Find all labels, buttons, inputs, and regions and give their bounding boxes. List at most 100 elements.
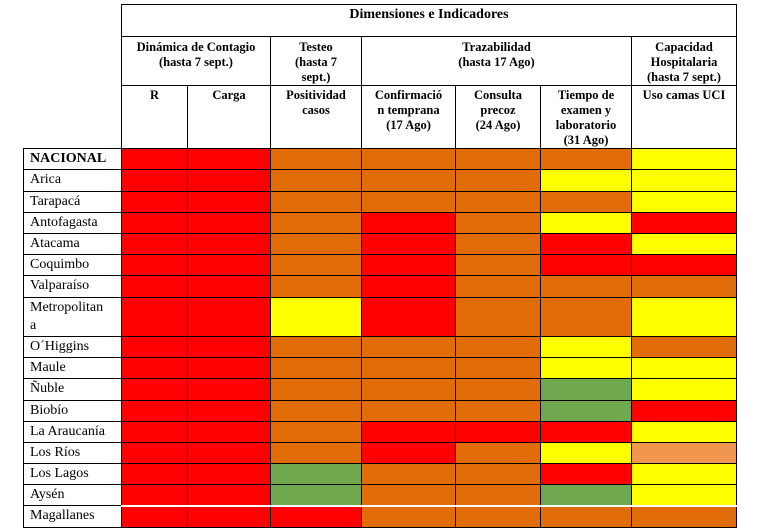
- indicator-cell-red: [121, 169, 188, 192]
- indicator-cell-orange: [270, 232, 362, 256]
- indicator-cell-red: [121, 420, 188, 443]
- table-title: Dimensiones e Indicadores: [121, 4, 737, 37]
- region-label: Aysén: [23, 484, 122, 507]
- indicator-cell-red: [121, 335, 188, 359]
- indicator-cell-orange: [270, 148, 362, 171]
- group-header-trazabilidad: Trazabilidad (hasta 17 Ago): [361, 35, 632, 87]
- indicator-cell-orange: [540, 190, 632, 213]
- indicator-cell-yellow: [631, 148, 737, 171]
- indicator-cell-orange: [540, 275, 632, 298]
- indicator-cell-yellow: [631, 463, 737, 486]
- col-header-carga: Carga: [187, 85, 271, 150]
- indicator-cell-red: [361, 275, 456, 298]
- table-row: Antofagasta: [23, 211, 737, 235]
- indicator-cell-orange: [270, 190, 362, 213]
- indicator-cell-yellow: [631, 232, 737, 256]
- table-row: La Araucanía: [23, 420, 737, 443]
- indicator-cell-red: [540, 232, 632, 256]
- corner-spacer: [23, 4, 122, 149]
- indicator-cell-yellow: [631, 296, 737, 337]
- indicator-cell-orange: [455, 484, 541, 507]
- indicator-cell-yellow: [540, 357, 632, 380]
- indicator-cell-red: [121, 190, 188, 213]
- table-row: Metropolitan a: [23, 296, 737, 337]
- indicator-cell-red: [187, 441, 271, 465]
- region-label: NACIONAL: [23, 148, 122, 171]
- indicator-cell-yellow: [631, 357, 737, 380]
- table-row: NACIONAL: [23, 148, 737, 171]
- indicator-cell-red: [361, 232, 456, 256]
- table-row: Ñuble: [23, 378, 737, 401]
- indicator-cell-red: [187, 463, 271, 486]
- indicator-cell-red: [270, 504, 362, 528]
- indicator-cell-orange: [270, 378, 362, 401]
- indicator-cell-orange: [455, 357, 541, 380]
- indicator-cell-orange: [361, 335, 456, 359]
- region-label: Magallanes: [23, 505, 122, 528]
- indicator-cell-yellow: [270, 296, 362, 337]
- indicator-cell-red: [121, 296, 188, 337]
- indicator-cell-orange: [540, 296, 632, 337]
- region-label: Valparaíso: [23, 275, 122, 298]
- title-row: Dimensiones e Indicadores: [23, 4, 737, 149]
- table-row: Atacama: [23, 232, 737, 256]
- indicator-cell-light_orange: [631, 441, 737, 465]
- group-header-testeo: Testeo (hasta 7 sept.): [270, 35, 362, 87]
- indicator-cell-red: [361, 296, 456, 337]
- indicator-cell-red: [540, 463, 632, 486]
- table-row: Aysén: [23, 484, 737, 507]
- indicator-cell-yellow: [631, 420, 737, 443]
- indicator-cell-green: [540, 378, 632, 401]
- indicator-cell-yellow: [540, 169, 632, 192]
- indicator-cell-red: [121, 441, 188, 465]
- indicator-cell-red: [187, 420, 271, 443]
- indicator-cell-green: [270, 484, 362, 507]
- indicator-cell-red: [187, 190, 271, 213]
- indicator-cell-red: [361, 420, 456, 443]
- col-header-positividad: Positividad casos: [270, 85, 362, 150]
- indicator-cell-red: [121, 378, 188, 401]
- indicator-cell-red: [121, 357, 188, 380]
- table-row: Maule: [23, 357, 737, 380]
- indicator-cell-orange: [361, 463, 456, 486]
- indicator-cell-red: [187, 484, 271, 507]
- table-row: Los Ríos: [23, 441, 737, 465]
- table-row: Tarapacá: [23, 190, 737, 213]
- indicator-cell-orange: [455, 211, 541, 235]
- indicator-cell-red: [540, 254, 632, 277]
- region-label: Metropolitan a: [23, 296, 122, 337]
- indicator-cell-orange: [361, 190, 456, 213]
- group-header-row: Dinámica de Contagio (hasta 7 sept.) Tes…: [24, 35, 737, 87]
- indicator-cell-yellow: [631, 378, 737, 401]
- indicator-cell-red: [187, 254, 271, 277]
- indicator-cell-orange: [361, 169, 456, 192]
- indicator-cell-orange: [540, 504, 632, 528]
- indicator-cell-orange: [455, 335, 541, 359]
- indicator-cell-orange: [455, 254, 541, 277]
- table-row: Los Lagos: [23, 463, 737, 486]
- indicator-cell-orange: [270, 420, 362, 443]
- indicator-cell-orange: [455, 232, 541, 256]
- indicator-cell-orange: [361, 484, 456, 507]
- region-label: Ñuble: [23, 378, 122, 401]
- region-label: Los Lagos: [23, 463, 122, 486]
- indicator-cell-orange: [361, 378, 456, 401]
- region-label: Biobío: [23, 399, 122, 422]
- indicator-cell-red: [361, 254, 456, 277]
- indicator-cell-orange: [631, 275, 737, 298]
- indicator-cell-yellow: [631, 190, 737, 213]
- indicator-cell-green: [270, 463, 362, 486]
- region-label: O´Higgins: [23, 335, 122, 359]
- indicator-table: Dimensiones e Indicadores Dinámica de Co…: [23, 4, 737, 528]
- indicator-cell-orange: [540, 148, 632, 171]
- indicator-cell-red: [631, 211, 737, 235]
- col-header-consulta-precoz: Consulta precoz (24 Ago): [455, 85, 541, 150]
- indicator-cell-yellow: [540, 335, 632, 359]
- indicator-cell-red: [361, 211, 456, 235]
- indicator-cell-red: [121, 463, 188, 486]
- indicator-cell-orange: [455, 190, 541, 213]
- table-row: Magallanes: [23, 504, 737, 528]
- indicator-cell-orange: [361, 148, 456, 171]
- region-label: Atacama: [23, 232, 122, 256]
- col-header-uso-camas-uci: Uso camas UCI: [631, 85, 737, 150]
